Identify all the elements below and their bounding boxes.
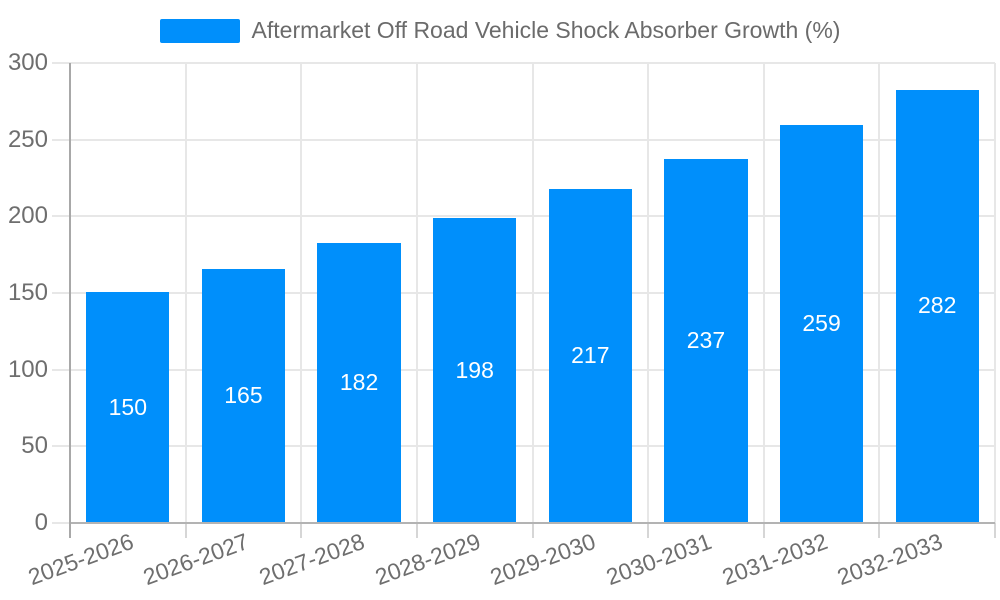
x-axis-tick bbox=[647, 523, 650, 538]
y-axis-tick-label: 150 bbox=[7, 279, 48, 306]
bar-value-label: 198 bbox=[455, 356, 494, 383]
x-axis-tick bbox=[531, 523, 534, 538]
x-axis-tick bbox=[415, 523, 418, 538]
x-axis-tick bbox=[762, 523, 765, 538]
x-axis-tick bbox=[878, 523, 881, 538]
horizontal-gridline bbox=[52, 368, 995, 371]
y-axis-labels: 0 50 100 150 200 250 300 bbox=[0, 49, 48, 536]
legend[interactable]: Aftermarket Off Road Vehicle Shock Absor… bbox=[0, 17, 1000, 44]
bar-value-label: 282 bbox=[918, 292, 957, 319]
y-axis-tick-label: 250 bbox=[7, 125, 48, 153]
horizontal-gridline bbox=[52, 445, 995, 448]
x-axis-line bbox=[70, 522, 995, 524]
bar[interactable]: 259 bbox=[779, 124, 864, 522]
bar[interactable]: 198 bbox=[433, 218, 517, 522]
vertical-gridline bbox=[415, 63, 418, 523]
x-axis-category-label: 2027-2028 bbox=[255, 528, 368, 591]
horizontal-gridline bbox=[52, 62, 995, 64]
x-axis-tick bbox=[184, 523, 187, 538]
bar-value-label: 237 bbox=[686, 326, 726, 353]
bar[interactable]: 237 bbox=[664, 158, 748, 522]
x-axis-category-label: 2031-2032 bbox=[718, 528, 831, 591]
bar-value-label: 150 bbox=[108, 393, 147, 420]
legend-label: Aftermarket Off Road Vehicle Shock Absor… bbox=[251, 17, 841, 43]
horizontal-gridline bbox=[52, 292, 995, 294]
y-axis-tick-label: 0 bbox=[34, 509, 48, 536]
bar[interactable]: 165 bbox=[201, 269, 286, 522]
bar[interactable]: 217 bbox=[548, 189, 632, 522]
legend-swatch-icon bbox=[159, 18, 240, 43]
bar[interactable]: 150 bbox=[86, 292, 170, 522]
y-axis-tick-label: 100 bbox=[7, 355, 48, 383]
plot-area: 150 165 182 198 217 237 259 282 bbox=[52, 62, 996, 538]
vertical-gridline bbox=[647, 63, 650, 523]
vertical-gridline bbox=[531, 63, 534, 523]
bar-value-label: 217 bbox=[571, 342, 610, 369]
y-axis-tick-label: 300 bbox=[7, 49, 48, 76]
x-axis-category-label: 2028-2029 bbox=[371, 528, 484, 591]
vertical-gridline bbox=[994, 63, 996, 523]
x-axis-category-label: 2029-2030 bbox=[486, 528, 600, 591]
x-axis-tick bbox=[994, 523, 996, 538]
horizontal-gridline bbox=[52, 215, 995, 218]
x-axis-category-label: 2030-2031 bbox=[602, 528, 715, 591]
vertical-gridline bbox=[300, 63, 303, 523]
x-axis-labels: 2025-2026 2026-2027 2027-2028 2028-2029 2029… bbox=[24, 528, 995, 598]
vertical-gridline bbox=[184, 63, 187, 523]
bar-value-label: 259 bbox=[802, 309, 841, 336]
horizontal-gridline bbox=[52, 138, 995, 141]
bar[interactable]: 182 bbox=[317, 242, 401, 522]
x-axis-category-label: 2025-2026 bbox=[24, 528, 137, 591]
x-axis-category-label: 2032-2033 bbox=[833, 528, 947, 591]
bar-value-label: 165 bbox=[224, 382, 263, 408]
bar-value-label: 182 bbox=[339, 368, 379, 395]
x-axis-tick bbox=[300, 523, 303, 538]
y-axis-tick-label: 50 bbox=[21, 432, 48, 460]
y-axis-line bbox=[69, 63, 71, 538]
y-axis-tick-label: 200 bbox=[7, 202, 48, 230]
vertical-gridline bbox=[762, 63, 765, 523]
vertical-gridline bbox=[878, 63, 881, 523]
x-axis-category-label: 2026-2027 bbox=[140, 528, 253, 591]
bar[interactable]: 282 bbox=[895, 89, 979, 522]
